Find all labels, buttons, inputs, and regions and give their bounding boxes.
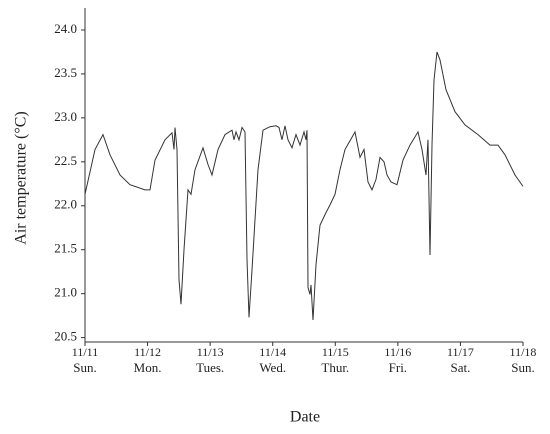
x-tick-day: Thur.	[321, 360, 349, 375]
x-tick-day: Sun.	[73, 360, 96, 375]
y-tick-label: 22.5	[54, 153, 77, 168]
y-tick-label: 21.5	[54, 241, 77, 256]
x-tick-day: Tues.	[196, 360, 224, 375]
x-tick-label: 11/14	[259, 345, 286, 359]
x-tick-day: Mon.	[134, 360, 162, 375]
temperature-line	[84, 51, 524, 321]
x-tick-label: 11/13	[197, 345, 224, 359]
y-tick-label: 21.0	[54, 285, 77, 300]
y-tick-label: 24.0	[54, 21, 77, 36]
x-tick-day: Sun.	[511, 360, 534, 375]
y-axis-title: Air temperature (°C)	[13, 111, 30, 244]
x-tick-label: 11/12	[134, 345, 161, 359]
x-tick-day: Fri.	[389, 360, 407, 375]
y-tick-label: 22.0	[54, 197, 77, 212]
y-tick-label: 20.5	[54, 329, 77, 344]
x-tick-label: 11/11	[72, 345, 98, 359]
x-tick-label: 11/15	[322, 345, 349, 359]
x-tick-label: 11/17	[447, 345, 474, 359]
x-tick-day: Sat.	[450, 360, 470, 375]
y-tick-label: 23.5	[54, 65, 77, 80]
x-tick-day: Wed.	[259, 360, 286, 375]
x-tick-label: 11/16	[384, 345, 411, 359]
y-tick-label: 23.0	[54, 109, 77, 124]
x-tick-label: 11/18	[510, 345, 537, 359]
x-axis-title: Date	[290, 409, 320, 426]
